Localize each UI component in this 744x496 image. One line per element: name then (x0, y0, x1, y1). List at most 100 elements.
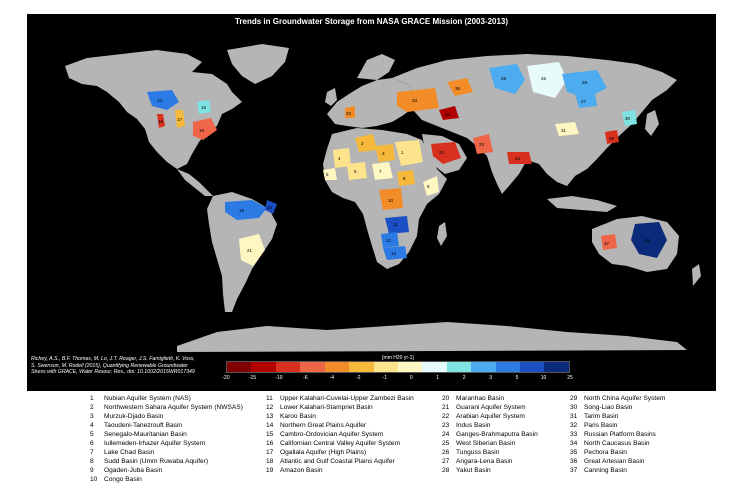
basin-24 (507, 152, 532, 164)
basin-label: 35 (455, 86, 461, 91)
basin-label: 27 (581, 99, 587, 104)
legend-item: 10 Congo Basin (90, 475, 142, 484)
basin-6 (347, 162, 367, 180)
basin-label: 30 (625, 116, 631, 121)
colorbar-cell (349, 362, 374, 372)
legend-item: 22 Arabian Aquifer System (442, 412, 525, 421)
legend-item: 30 Song-Liao Basin (570, 403, 632, 412)
legend-number: 15 (266, 431, 274, 438)
basin-26 (527, 62, 567, 98)
new-zealand (692, 264, 701, 286)
basin-label: 14 (157, 98, 163, 103)
legend-name: Canning Basin (584, 467, 627, 474)
legend-number: 23 (442, 422, 450, 429)
basin-label: 4 (338, 156, 341, 161)
legend-name: Maranhao Basin (456, 395, 505, 402)
legend-item: 12 Lower Kalahari-Stampriet Basin (266, 403, 373, 412)
colorbar-cell (397, 362, 423, 372)
colorbar-tick-label: 3 (489, 375, 492, 381)
legend-name: North Caucasus Basin (584, 440, 650, 447)
legend-item: 26 Tunguss Basin (442, 448, 499, 457)
colorbar-tick-label: 25 (567, 375, 573, 381)
basin-label: 22 (439, 150, 445, 155)
legend-item: 2 Northwestern Sahara Aquifer System (NWS… (90, 403, 243, 412)
citation-line: Richey, A.S., B.F. Thomas, M. Lo, J.T. R… (31, 356, 195, 362)
colorbar-cell (495, 362, 521, 372)
legend-number: 3 (90, 413, 94, 420)
legend-item: 20 Maranhao Basin (442, 394, 504, 403)
legend-number: 12 (266, 404, 274, 411)
basin-label: 26 (541, 76, 547, 81)
legend-item: 3 Murzuk-Djado Basin (90, 412, 163, 421)
japan (645, 110, 659, 136)
legend-item: 31 Tarim Basin (570, 412, 618, 421)
basin-label: 16 (158, 119, 164, 124)
basin-label: 8 (403, 176, 406, 181)
world-map: 1 2 3 4 5 6 7 8 9 10 11 12 13 14 15 16 1… (65, 44, 701, 352)
legend-item: 36 Great Artesian Basin (570, 457, 644, 466)
basin-label: 12 (386, 238, 392, 243)
basin-label: 1 (401, 150, 404, 155)
legend-item: 27 Angara-Lena Basin (442, 457, 512, 466)
basin-label: 37 (604, 241, 610, 246)
basin-label: 17 (177, 117, 183, 122)
basin-7 (372, 162, 393, 180)
legend-name: Russian Platform Basins (584, 431, 656, 438)
colorbar-cell (471, 362, 496, 372)
basin-label: 19 (239, 208, 245, 213)
legend-name: Tunguss Basin (456, 449, 500, 456)
legend-name: Ogallala Aquifer (High Plains) (280, 449, 367, 456)
basin-label: 9 (427, 184, 430, 189)
colorbar-ticks: -20 -15 -10 -6 -4 -2 -1 0 1 2 3 5 10 25 (222, 375, 573, 383)
central-america (177, 169, 213, 196)
legend-number: 17 (266, 449, 274, 456)
legend-item: 21 Guarani Aquifer System (442, 403, 526, 412)
basin-3 (375, 144, 395, 162)
basin-22 (431, 142, 461, 164)
basin-label: 5 (326, 172, 329, 177)
legend-item: 19 Amazon Basin (266, 466, 323, 475)
legend-number: 36 (570, 458, 578, 465)
legend-number: 33 (570, 431, 578, 438)
legend-name: North China Aquifer System (584, 395, 666, 402)
legend-item: 17 Ogallala Aquifer (High Plains) (266, 448, 366, 457)
madagascar (437, 222, 447, 246)
basin-label: 6 (354, 169, 357, 174)
colorbar-tick-label: -2 (356, 375, 361, 381)
colorbar-tick-label: -20 (222, 375, 230, 381)
basin-32 (345, 106, 355, 118)
basin-15 (197, 100, 211, 114)
legend-item: 35 Pechora Basin (570, 448, 627, 457)
basin-36 (631, 222, 667, 258)
colorbar-cell (373, 362, 398, 372)
colorbar (226, 361, 570, 373)
colorbar-tick-label: -6 (303, 375, 308, 381)
legend-name: Atlantic and Gulf Coastal Plains Aquifer (280, 458, 395, 465)
basin-29 (605, 130, 619, 144)
basin-18 (193, 118, 217, 140)
colorbar-tick-label: 1 (436, 375, 440, 381)
legend-number: 25 (442, 440, 450, 447)
legend-name: Nubian Aquifer System (NAS) (104, 395, 191, 402)
legend-number: 26 (442, 449, 450, 456)
legend-item: 4 Taoudeni-Tanezrouft Basin (90, 421, 182, 430)
basin-label: 31 (561, 128, 567, 133)
basin-label: 36 (645, 238, 651, 243)
colorbar-cell (275, 362, 301, 372)
basin-31 (555, 122, 579, 136)
legend-name: Senegalo-Mauritanian Basin (104, 431, 187, 438)
legend-number: 22 (442, 413, 450, 420)
legend-name: Lower Kalahari-Stampriet Basin (280, 404, 373, 411)
legend-name: Ogaden-Juba Basin (104, 467, 163, 474)
basin-layer (147, 62, 667, 266)
antarctica (177, 322, 687, 352)
legend-number: 20 (442, 395, 450, 402)
legend-number: 6 (90, 440, 94, 447)
basin-2 (355, 134, 377, 152)
basin-30 (622, 110, 637, 126)
basin-13 (383, 246, 407, 260)
basin-label: 21 (247, 248, 253, 253)
indonesia (547, 196, 617, 212)
basin-37 (601, 234, 617, 250)
legend-name: Guarani Aquifer System (456, 404, 526, 411)
